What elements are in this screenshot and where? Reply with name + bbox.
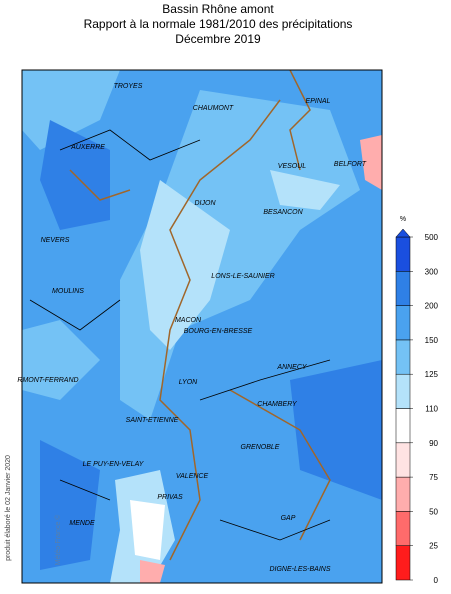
map: [22, 70, 382, 583]
city-label: TROYES: [114, 83, 143, 90]
legend-band: [395, 442, 411, 478]
city-label: GRENOBLE: [241, 444, 280, 451]
city-label: AUXERRE: [70, 144, 105, 151]
title-line: Décembre 2019: [175, 32, 261, 46]
city-label: CHAUMONT: [193, 105, 234, 112]
legend-tick-label: 500: [425, 233, 439, 242]
legend-band: [395, 408, 411, 444]
city-label: MENDE: [69, 520, 95, 527]
legend-band: [395, 305, 411, 341]
title-line: Rapport à la normale 1981/2010 des préci…: [84, 17, 353, 31]
city-label: BESANCON: [263, 209, 303, 216]
legend-band: [395, 236, 411, 272]
city-label: BELFORT: [334, 161, 367, 168]
city-label: SAINT-ETIENNE: [126, 417, 179, 424]
city-label: DIJON: [195, 200, 217, 207]
city-label: PRIVAS: [157, 494, 183, 501]
city-label: NEVERS: [41, 237, 70, 244]
map-frame: [21, 69, 383, 584]
legend-tick-label: 300: [425, 267, 439, 276]
city-label: BOURG-EN-BRESSE: [184, 328, 253, 335]
copyright: Météo-France ©: [54, 514, 62, 566]
legend-band: [395, 339, 411, 375]
city-labels: TROYES CHAUMONT EPINAL AUXERRE VESOUL BE…: [17, 83, 366, 573]
title-line: Bassin Rhône amont: [162, 2, 274, 16]
city-label: LONS-LE-SAUNIER: [211, 273, 274, 280]
city-label: VALENCE: [176, 473, 209, 480]
legend-tick-label: 25: [429, 542, 438, 551]
city-label: LE PUY-EN-VELAY: [83, 461, 145, 468]
legend-tick-label: 200: [425, 302, 439, 311]
city-label: EPINAL: [306, 98, 331, 105]
legend-tick-label: 125: [425, 370, 439, 379]
legend-unit: %: [400, 216, 406, 223]
city-label: DIGNE-LES-BAINS: [269, 566, 330, 573]
city-label: ANNECY: [276, 364, 308, 371]
city-label: MACON: [175, 317, 202, 324]
legend-tick-label: 150: [425, 336, 439, 345]
legend-band: [395, 373, 411, 409]
city-label: GAP: [281, 515, 296, 522]
legend-tick-label: 90: [429, 439, 438, 448]
legend-tick-label: 0: [434, 576, 439, 585]
legend-tick-label: 75: [429, 473, 438, 482]
city-label: LYON: [179, 379, 198, 386]
legend-arrow: [395, 228, 411, 238]
city-label: CHAMBERY: [257, 401, 298, 408]
legend-band: [395, 271, 411, 306]
city-label: MOULINS: [52, 288, 84, 295]
legend-band: [395, 476, 411, 512]
legend-band: [395, 511, 411, 546]
legend: 0 25 50 75 90 110 125 150 200 300 500: [395, 228, 439, 585]
city-label: VESOUL: [278, 163, 307, 170]
credit: produit élaboré le 02 Janvier 2020: [5, 455, 12, 561]
legend-band: [395, 545, 411, 581]
city-label: RMONT-FERRAND: [17, 377, 78, 384]
legend-tick-label: 110: [425, 405, 438, 414]
legend-tick-label: 50: [429, 507, 438, 516]
